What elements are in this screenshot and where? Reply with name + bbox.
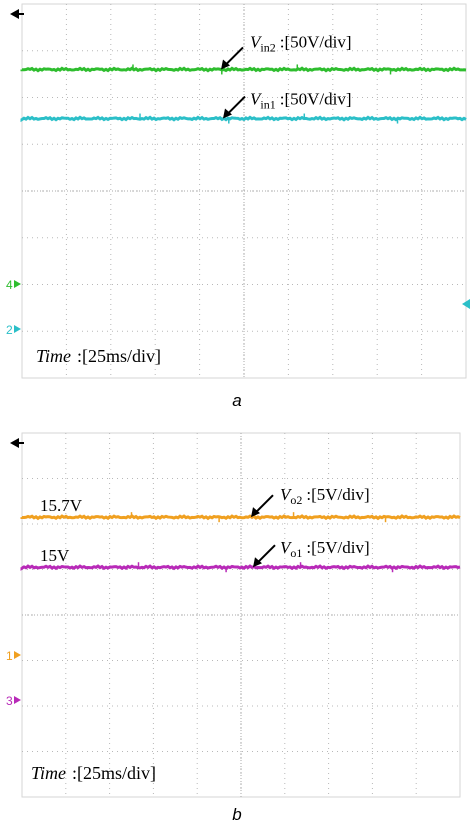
pointer-arrow-shaft: [256, 544, 276, 564]
trace-in2: [20, 66, 467, 73]
channel-scale: :[50V/div]: [280, 90, 352, 109]
channel-label-sub: in2: [260, 40, 275, 54]
trigger-level-marker-icon: [462, 299, 470, 309]
trace-in1: [20, 115, 467, 123]
pointer-arrow-shaft: [226, 95, 246, 116]
channel-label-main: V: [250, 90, 263, 109]
trigger-arrow-icon: [10, 438, 19, 448]
channel-marker-arrow-icon: [14, 325, 21, 333]
channel-label: Vin2 :[50V/div]: [250, 32, 352, 54]
channel-label-main: V: [250, 32, 263, 51]
panel-caption-b: b: [232, 805, 242, 824]
time-label-word: Time: [31, 763, 66, 783]
channel-label: Vo2 :[5V/div]: [280, 485, 370, 507]
channel-label-sub: o2: [290, 493, 302, 507]
oscilloscope-screen-b: 15.7V Vo2 :[5V/div] 1 15V Vo1 :[5V/div] 3 Time :[…: [6, 432, 461, 798]
channel-label: Vin1 :[50V/div]: [250, 90, 352, 112]
grid: [22, 433, 460, 797]
channel-label-main: V: [280, 485, 293, 504]
time-label-scale: :[25ms/div]: [72, 763, 156, 783]
scope-panel-a: Vin2 :[50V/div] 4 Vin1 :[50V/div] 2 Time :[25ms…: [0, 0, 474, 385]
channel-label-sub: o1: [290, 546, 302, 560]
channel-label: Vo1 :[5V/div]: [280, 538, 370, 560]
channel-scale: :[5V/div]: [306, 538, 369, 557]
time-scale-label: Time :[25ms/div]: [36, 346, 161, 366]
panel-caption-a: a: [232, 391, 242, 410]
pointer-arrow-shaft: [224, 46, 244, 67]
channel-marker-arrow-icon: [14, 696, 21, 704]
channel-marker-number: 4: [6, 278, 13, 292]
channel-label-sub: in1: [260, 98, 275, 112]
time-label-word: Time: [36, 346, 71, 366]
time-label-scale: :[25ms/div]: [77, 346, 161, 366]
pointer-arrow-icon: [223, 108, 232, 119]
oscilloscope-screen-a: Vin2 :[50V/div] 4 Vin1 :[50V/div] 2 Time :[25ms…: [6, 3, 470, 379]
pointer-arrow-icon: [251, 507, 260, 518]
trace-value-label: 15.7V: [40, 496, 83, 515]
channel-scale: :[50V/div]: [280, 32, 352, 51]
pointer-arrow-shaft: [254, 494, 274, 514]
channel-marker-number: 3: [6, 694, 13, 708]
channel-marker-arrow-icon: [14, 280, 21, 288]
channel-marker-number: 1: [6, 649, 13, 663]
time-scale-label: Time :[25ms/div]: [31, 763, 156, 783]
trigger-arrow-icon: [10, 9, 19, 19]
channel-label-main: V: [280, 538, 293, 557]
channel-marker-number: 2: [6, 323, 13, 337]
trace-o1: [20, 564, 461, 571]
scope-panel-b: 15.7V Vo2 :[5V/div] 1 15V Vo1 :[5V/div] 3 Time :[…: [0, 425, 474, 800]
trace-o2: [20, 514, 461, 521]
grid: [22, 4, 466, 378]
pointer-arrow-icon: [253, 557, 262, 568]
channel-marker-arrow-icon: [14, 651, 21, 659]
channel-scale: :[5V/div]: [306, 485, 369, 504]
pointer-arrow-icon: [221, 59, 230, 70]
trace-value-label: 15V: [40, 546, 70, 565]
